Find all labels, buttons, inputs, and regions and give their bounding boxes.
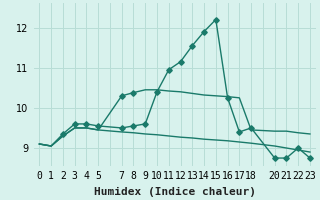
- X-axis label: Humidex (Indice chaleur): Humidex (Indice chaleur): [94, 186, 256, 197]
